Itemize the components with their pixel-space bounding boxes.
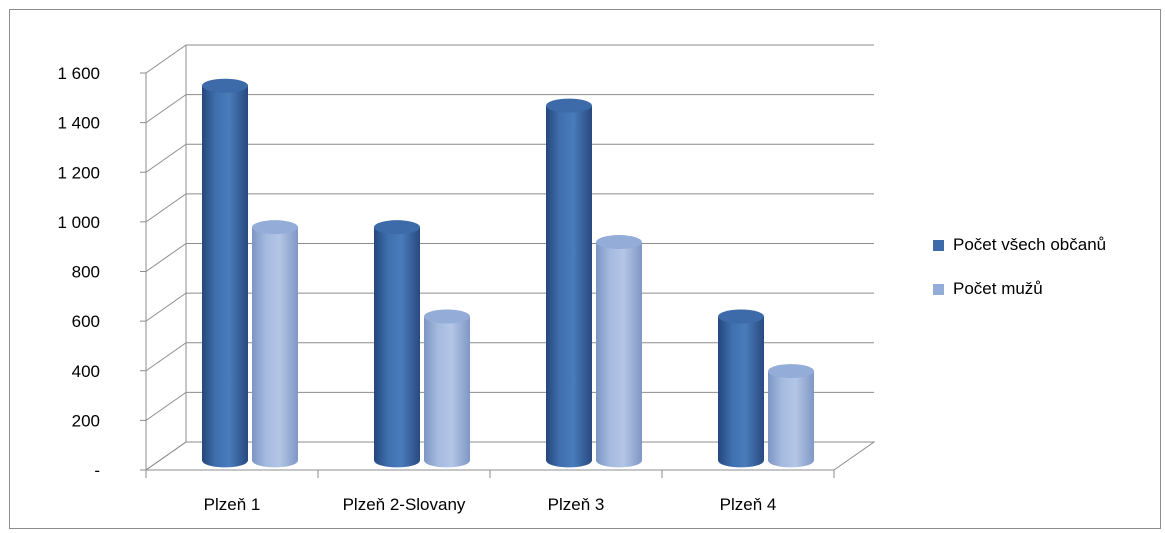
legend-label: Počet mužů [953, 279, 1043, 298]
bar-vsech-obcanu [202, 78, 248, 468]
bar-top [546, 98, 592, 113]
gridline-diagonal [145, 441, 187, 471]
bar-body [424, 316, 470, 468]
bar-body [202, 85, 248, 468]
y-tick-label: 800 [72, 263, 100, 282]
gridline-diagonal [145, 243, 187, 272]
gridline-diagonal [145, 391, 187, 421]
gridline-diagonal [145, 292, 187, 322]
bar-vsech-obcanu [546, 98, 592, 468]
bar-body [546, 105, 592, 468]
bar-top [202, 78, 248, 93]
bar-top [424, 309, 470, 324]
y-tick-label: 200 [72, 411, 100, 430]
bar-top [768, 364, 814, 379]
legend-label: Počet všech občanů [953, 235, 1106, 254]
y-tick-label: 1 400 [57, 114, 100, 133]
legend-swatch [933, 240, 944, 251]
y-tick-label: 400 [72, 362, 100, 381]
x-tick-label: Plzeň 1 [204, 495, 261, 514]
x-axis: Plzeň 1 Plzeň 2-Slovany Plzeň 3 Plzeň 4 [145, 470, 835, 514]
legend: Počet všech občanů Počet mužů [933, 235, 1106, 298]
x-tick-label: Plzeň 4 [720, 495, 777, 514]
bar-body [252, 227, 298, 468]
bar-vsech-obcanu [718, 309, 764, 468]
y-axis: - 200 400 600 800 1 000 1 200 1 400 1 600 [57, 64, 146, 480]
legend-swatch [933, 284, 944, 295]
gridline-diagonal [145, 94, 187, 124]
bar-body [374, 227, 420, 468]
gridline-diagonal [145, 193, 187, 223]
bar-top [374, 220, 420, 235]
gridline-diagonal [145, 143, 187, 173]
y-tick-label: - [94, 461, 100, 480]
bar-top [718, 309, 764, 324]
y-tick-label: 1 600 [57, 64, 100, 83]
y-tick-label: 1 000 [57, 213, 100, 232]
gridline-diagonal [145, 44, 187, 74]
bars [202, 78, 814, 468]
bar-vsech-obcanu [374, 220, 420, 468]
bar-muzu [768, 364, 814, 468]
bar-body [596, 242, 642, 468]
bar-muzu [424, 309, 470, 468]
x-tick-label: Plzeň 3 [548, 495, 605, 514]
bar-body [768, 371, 814, 468]
bar-top [252, 220, 298, 235]
bar-body [718, 316, 764, 468]
y-tick-label: 1 200 [57, 163, 100, 182]
gridline-diagonal [145, 342, 187, 372]
bar-muzu [596, 235, 642, 468]
bar-top [596, 235, 642, 250]
x-tick-label: Plzeň 2-Slovany [343, 495, 466, 514]
bar-muzu [252, 220, 298, 468]
y-tick-label: 600 [72, 312, 100, 331]
